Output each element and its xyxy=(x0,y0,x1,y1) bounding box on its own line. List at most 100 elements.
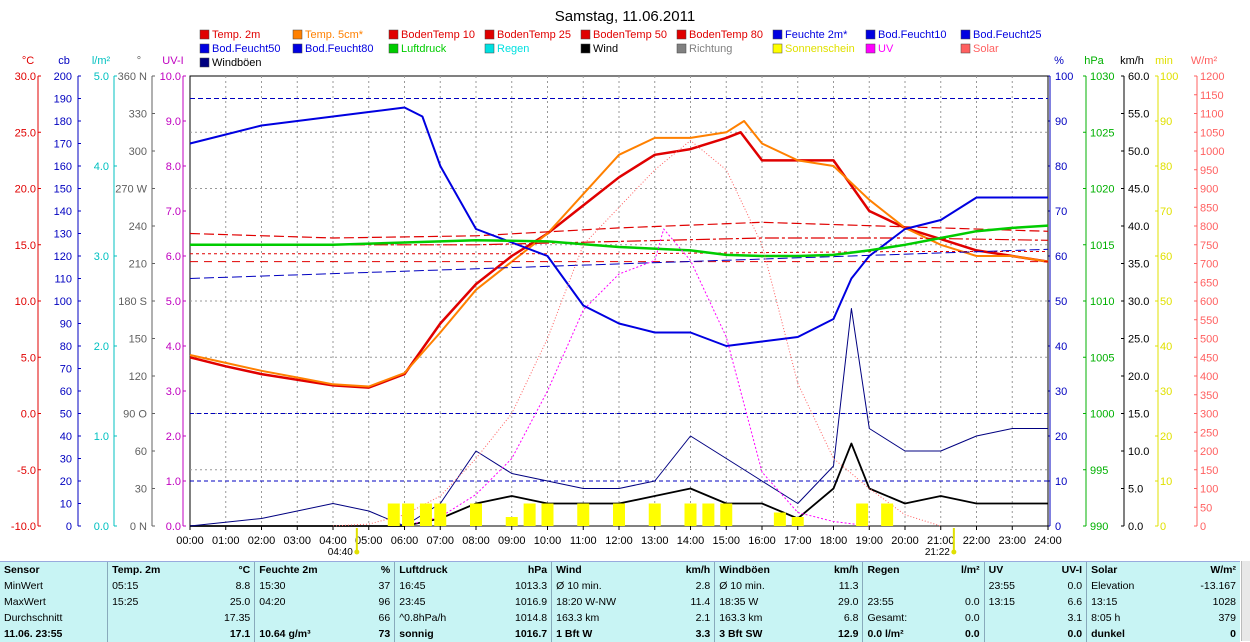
axis-tick-label: 80 xyxy=(1160,161,1172,173)
axis-tick-label: 360 N xyxy=(118,71,147,83)
y-axes: °C 30.0 25.0 20.0 15.0 10.0 5.0 0.0 -5.0 -10.0 cb 2… xyxy=(11,55,1225,533)
stats-cell-value: 37 xyxy=(378,580,391,592)
axis-tick-label: 120 xyxy=(54,251,72,263)
axis-unit: cb xyxy=(58,55,70,67)
x-tick-label: 17:00 xyxy=(784,535,812,547)
stats-header-unit: km/h xyxy=(833,564,859,576)
axis-tick-label: 80 xyxy=(1055,161,1067,173)
axis-tick-label: 1050 xyxy=(1200,127,1224,139)
stats-cell-value: 1013.3 xyxy=(514,580,548,592)
stats-cell-value: 25.0 xyxy=(229,596,251,608)
x-tick-label: 23:00 xyxy=(998,535,1026,547)
sunshine-bar xyxy=(684,503,697,526)
series-feuchte-2m xyxy=(189,106,1048,347)
series-temp-2m xyxy=(189,131,1049,389)
axis-tick-label: 70 xyxy=(60,364,72,376)
axis-tick-label: 1025 xyxy=(1090,127,1114,139)
stats-cell-value: 2.1 xyxy=(695,612,711,624)
sunshine-bar xyxy=(541,503,554,526)
stats-cell-note xyxy=(254,610,363,626)
axis-tick-label: 150 xyxy=(129,334,147,346)
axis-tick-label: 2.0 xyxy=(94,341,109,353)
sunshine-bar xyxy=(881,503,894,526)
stats-header: Feuchte 2m xyxy=(254,562,363,578)
legend-label: Feuchte 2m* xyxy=(785,29,848,41)
legend-swatch xyxy=(292,43,303,54)
stats-cell-value: 0.0 xyxy=(965,628,980,640)
legend-label: Richtung xyxy=(689,43,732,55)
stats-cell-value: 11.4 xyxy=(690,596,711,608)
stats-cell-value: 11.3 xyxy=(838,580,859,592)
sunshine-bar xyxy=(523,503,536,526)
weather-chart: Samstag, 11.06.2011 Temp. 2m Temp. 5cm* Bo… xyxy=(11,8,1225,558)
stats-cell-note: 23:55 xyxy=(862,594,941,610)
axis-tick-label: 60 xyxy=(135,446,147,458)
axis-tick-label: 40 xyxy=(1160,341,1172,353)
axis-tick-label: 0.0 xyxy=(21,409,36,421)
axis-tick-label: 400 xyxy=(1200,371,1218,383)
axis-tick-label: 30 xyxy=(135,484,147,496)
axis-tick-label: 30 xyxy=(60,454,72,466)
axis-tick-label: 1150 xyxy=(1200,90,1224,102)
axis-tick-label: 200 xyxy=(1200,446,1218,458)
scrollbar[interactable] xyxy=(1241,561,1250,641)
legend-swatch xyxy=(960,43,971,54)
legend-swatch xyxy=(865,43,876,54)
stats-header-unit: km/h xyxy=(685,564,711,576)
axis-tick-label: 6.0 xyxy=(166,251,181,263)
x-tick-label: 18:00 xyxy=(820,535,848,547)
axis-tick-label: 700 xyxy=(1200,259,1218,271)
sunshine-bar xyxy=(505,517,518,526)
axis-tick-label: 20 xyxy=(1055,431,1067,443)
axis-tick-label: 40 xyxy=(60,431,72,443)
stats-cell-note: 23:45 xyxy=(394,594,487,610)
stats-cell-note: Elevation xyxy=(1086,578,1170,594)
axis-tick-label: 1000 xyxy=(1090,409,1114,421)
axis-tick-label: 40.0 xyxy=(1128,221,1149,233)
x-tick-label: 13:00 xyxy=(641,535,669,547)
x-tick-label: 08:00 xyxy=(462,535,490,547)
stats-cell-value: 66 xyxy=(378,612,391,624)
stats-cell-value: 17.35 xyxy=(223,612,251,624)
series-luftdruck xyxy=(190,224,1049,258)
legend-swatch xyxy=(580,43,591,54)
legend-swatch xyxy=(484,43,495,54)
legend-label: Windböen xyxy=(212,57,262,69)
axis-tick-label: 4.0 xyxy=(94,161,109,173)
stats-header-unit: hPa xyxy=(527,564,548,576)
axis-unit: ° xyxy=(137,55,141,67)
legend-label: Bod.Feucht50 xyxy=(212,43,281,55)
x-tick-label: 12:00 xyxy=(605,535,633,547)
axis-tick-label: 20.0 xyxy=(15,184,36,196)
stats-cell-note: 23:55 xyxy=(983,578,1041,594)
axis-tick-label: 4.0 xyxy=(166,341,181,353)
legend-swatch xyxy=(580,29,591,40)
stats-cell-value: 0.0 xyxy=(965,596,980,608)
x-tick-label: 15:00 xyxy=(712,535,740,547)
stats-cell-value: 6.8 xyxy=(843,612,859,624)
x-axis: 00:00 01:00 02:00 03:00 04:00 05:00 06:00 07:00… xyxy=(176,526,1062,558)
stats-cell-note: 05:15 xyxy=(107,578,199,594)
axis-tick-label: 50 xyxy=(1200,502,1212,514)
stats-cell-value: 0 xyxy=(1230,628,1236,640)
series-uv xyxy=(404,228,870,527)
stats-cell-note: sonnig xyxy=(394,626,487,642)
sunshine-bar xyxy=(577,503,590,526)
axis-tick-label: 20.0 xyxy=(1128,371,1149,383)
axis-tick-label: 995 xyxy=(1090,465,1108,477)
axis-tick-label: 5.0 xyxy=(94,71,109,83)
legend-swatch xyxy=(484,29,495,40)
axis-tick-label: 1.0 xyxy=(94,431,109,443)
x-tick-label: 09:00 xyxy=(498,535,526,547)
legend-label: Regen xyxy=(497,43,529,55)
x-tick-label: 02:00 xyxy=(248,535,276,547)
x-tick-label: 24:00 xyxy=(1034,535,1062,547)
axis-tick-label: 10 xyxy=(1160,476,1172,488)
stats-cell-value: 0.0 xyxy=(1067,580,1083,592)
stats-cell-value: 0.0 xyxy=(1067,628,1083,640)
series-windb-en xyxy=(189,308,1048,527)
legend-swatch xyxy=(676,43,687,54)
axis-tick-label: 990 xyxy=(1090,521,1108,533)
axis-tick-label: 1000 xyxy=(1200,146,1224,158)
legend-label: UV xyxy=(878,43,894,55)
